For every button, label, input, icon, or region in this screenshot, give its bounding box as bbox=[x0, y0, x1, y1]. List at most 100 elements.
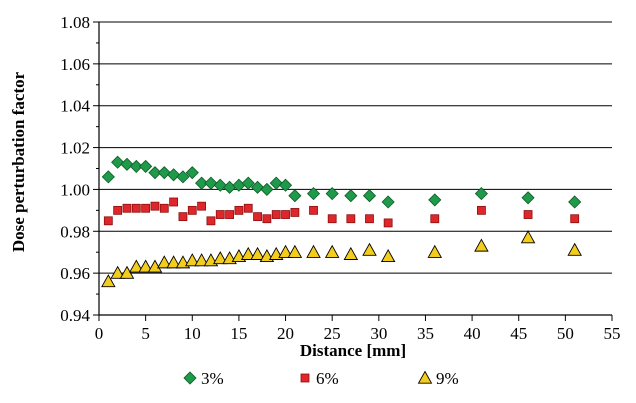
x-tick-label: 45 bbox=[510, 324, 527, 343]
y-axis-title: Dose perturbation factor bbox=[9, 71, 28, 252]
gridlines bbox=[99, 21, 612, 274]
series-triangle bbox=[101, 230, 582, 288]
legend-marker bbox=[300, 373, 310, 383]
data-point bbox=[129, 259, 144, 273]
data-point bbox=[325, 187, 339, 201]
data-point bbox=[250, 246, 265, 260]
legend-marker bbox=[417, 370, 433, 384]
series-diamond bbox=[101, 155, 582, 209]
data-point bbox=[477, 205, 486, 215]
data-point bbox=[178, 212, 188, 222]
data-point bbox=[362, 242, 377, 256]
x-tick-label: 55 bbox=[604, 324, 621, 343]
y-tick-label: 1.00 bbox=[60, 180, 90, 199]
data-points bbox=[101, 155, 582, 288]
data-point bbox=[240, 246, 256, 260]
data-point bbox=[568, 195, 582, 209]
data-point bbox=[362, 189, 377, 203]
y-tick-label: 1.06 bbox=[60, 55, 90, 74]
data-point bbox=[365, 214, 374, 224]
data-point bbox=[167, 168, 181, 182]
data-point bbox=[197, 201, 207, 211]
y-tick-label: 0.94 bbox=[60, 306, 90, 325]
data-point bbox=[290, 208, 300, 217]
data-point bbox=[253, 212, 262, 222]
y-tick-label: 1.02 bbox=[60, 139, 90, 158]
data-point bbox=[269, 176, 283, 190]
data-point bbox=[101, 170, 115, 184]
data-point bbox=[131, 203, 141, 213]
data-point bbox=[122, 203, 132, 213]
data-point bbox=[225, 210, 234, 219]
data-point bbox=[262, 214, 272, 224]
data-point bbox=[306, 187, 321, 201]
data-point bbox=[157, 166, 171, 180]
data-point bbox=[213, 178, 227, 192]
data-point bbox=[288, 189, 302, 203]
data-point bbox=[157, 255, 172, 269]
x-tick-label: 40 bbox=[464, 324, 481, 343]
legend: 3% 6% 9% bbox=[183, 369, 459, 388]
legend-label: 6% bbox=[316, 369, 339, 388]
y-tick-label: 1.04 bbox=[60, 97, 90, 116]
data-point bbox=[346, 214, 356, 224]
data-point bbox=[129, 159, 143, 173]
data-point bbox=[521, 191, 535, 205]
data-point bbox=[110, 265, 125, 279]
x-tick-label: 50 bbox=[557, 324, 574, 343]
data-point bbox=[212, 251, 228, 265]
data-point bbox=[223, 180, 237, 194]
x-tick-label: 0 bbox=[95, 324, 104, 343]
legend-label: 9% bbox=[436, 369, 459, 388]
data-point bbox=[278, 244, 293, 258]
data-point bbox=[428, 193, 442, 207]
data-point bbox=[309, 205, 318, 215]
legend-marker bbox=[183, 371, 197, 385]
data-point bbox=[327, 214, 337, 224]
data-point bbox=[567, 242, 582, 256]
data-point bbox=[281, 210, 290, 219]
data-point bbox=[343, 246, 359, 260]
data-point bbox=[187, 205, 197, 215]
data-point bbox=[278, 178, 293, 192]
data-point bbox=[380, 248, 396, 263]
data-point bbox=[206, 216, 216, 226]
y-tick-label: 0.98 bbox=[60, 222, 90, 241]
data-point bbox=[570, 214, 580, 224]
x-axis-title: Distance [mm] bbox=[300, 341, 406, 360]
data-point bbox=[159, 203, 169, 213]
x-tick-label: 25 bbox=[324, 324, 341, 343]
data-point bbox=[101, 274, 116, 288]
x-tick-label: 30 bbox=[370, 324, 387, 343]
data-point bbox=[185, 253, 200, 267]
data-point bbox=[150, 201, 160, 211]
data-point bbox=[287, 244, 303, 258]
data-point bbox=[215, 210, 225, 219]
data-point bbox=[194, 253, 209, 267]
data-point bbox=[260, 182, 274, 196]
x-tick-label: 35 bbox=[417, 324, 434, 343]
data-point bbox=[185, 166, 199, 180]
data-point bbox=[474, 238, 489, 252]
data-point bbox=[381, 195, 395, 209]
x-tick-label: 20 bbox=[277, 324, 294, 343]
data-point bbox=[344, 189, 358, 203]
data-point bbox=[120, 157, 134, 171]
data-point bbox=[523, 210, 533, 219]
y-tick-label: 1.08 bbox=[60, 13, 90, 32]
axes bbox=[93, 21, 613, 321]
data-point bbox=[383, 218, 393, 228]
data-point bbox=[111, 155, 125, 169]
data-point bbox=[169, 197, 179, 207]
data-point bbox=[148, 166, 162, 180]
legend-label: 3% bbox=[201, 369, 224, 388]
data-point bbox=[234, 205, 244, 215]
y-tick-label: 0.96 bbox=[60, 264, 90, 283]
data-point bbox=[103, 216, 113, 226]
data-point bbox=[176, 170, 190, 184]
data-point bbox=[204, 176, 218, 190]
data-point bbox=[427, 244, 443, 258]
data-point bbox=[138, 259, 153, 273]
